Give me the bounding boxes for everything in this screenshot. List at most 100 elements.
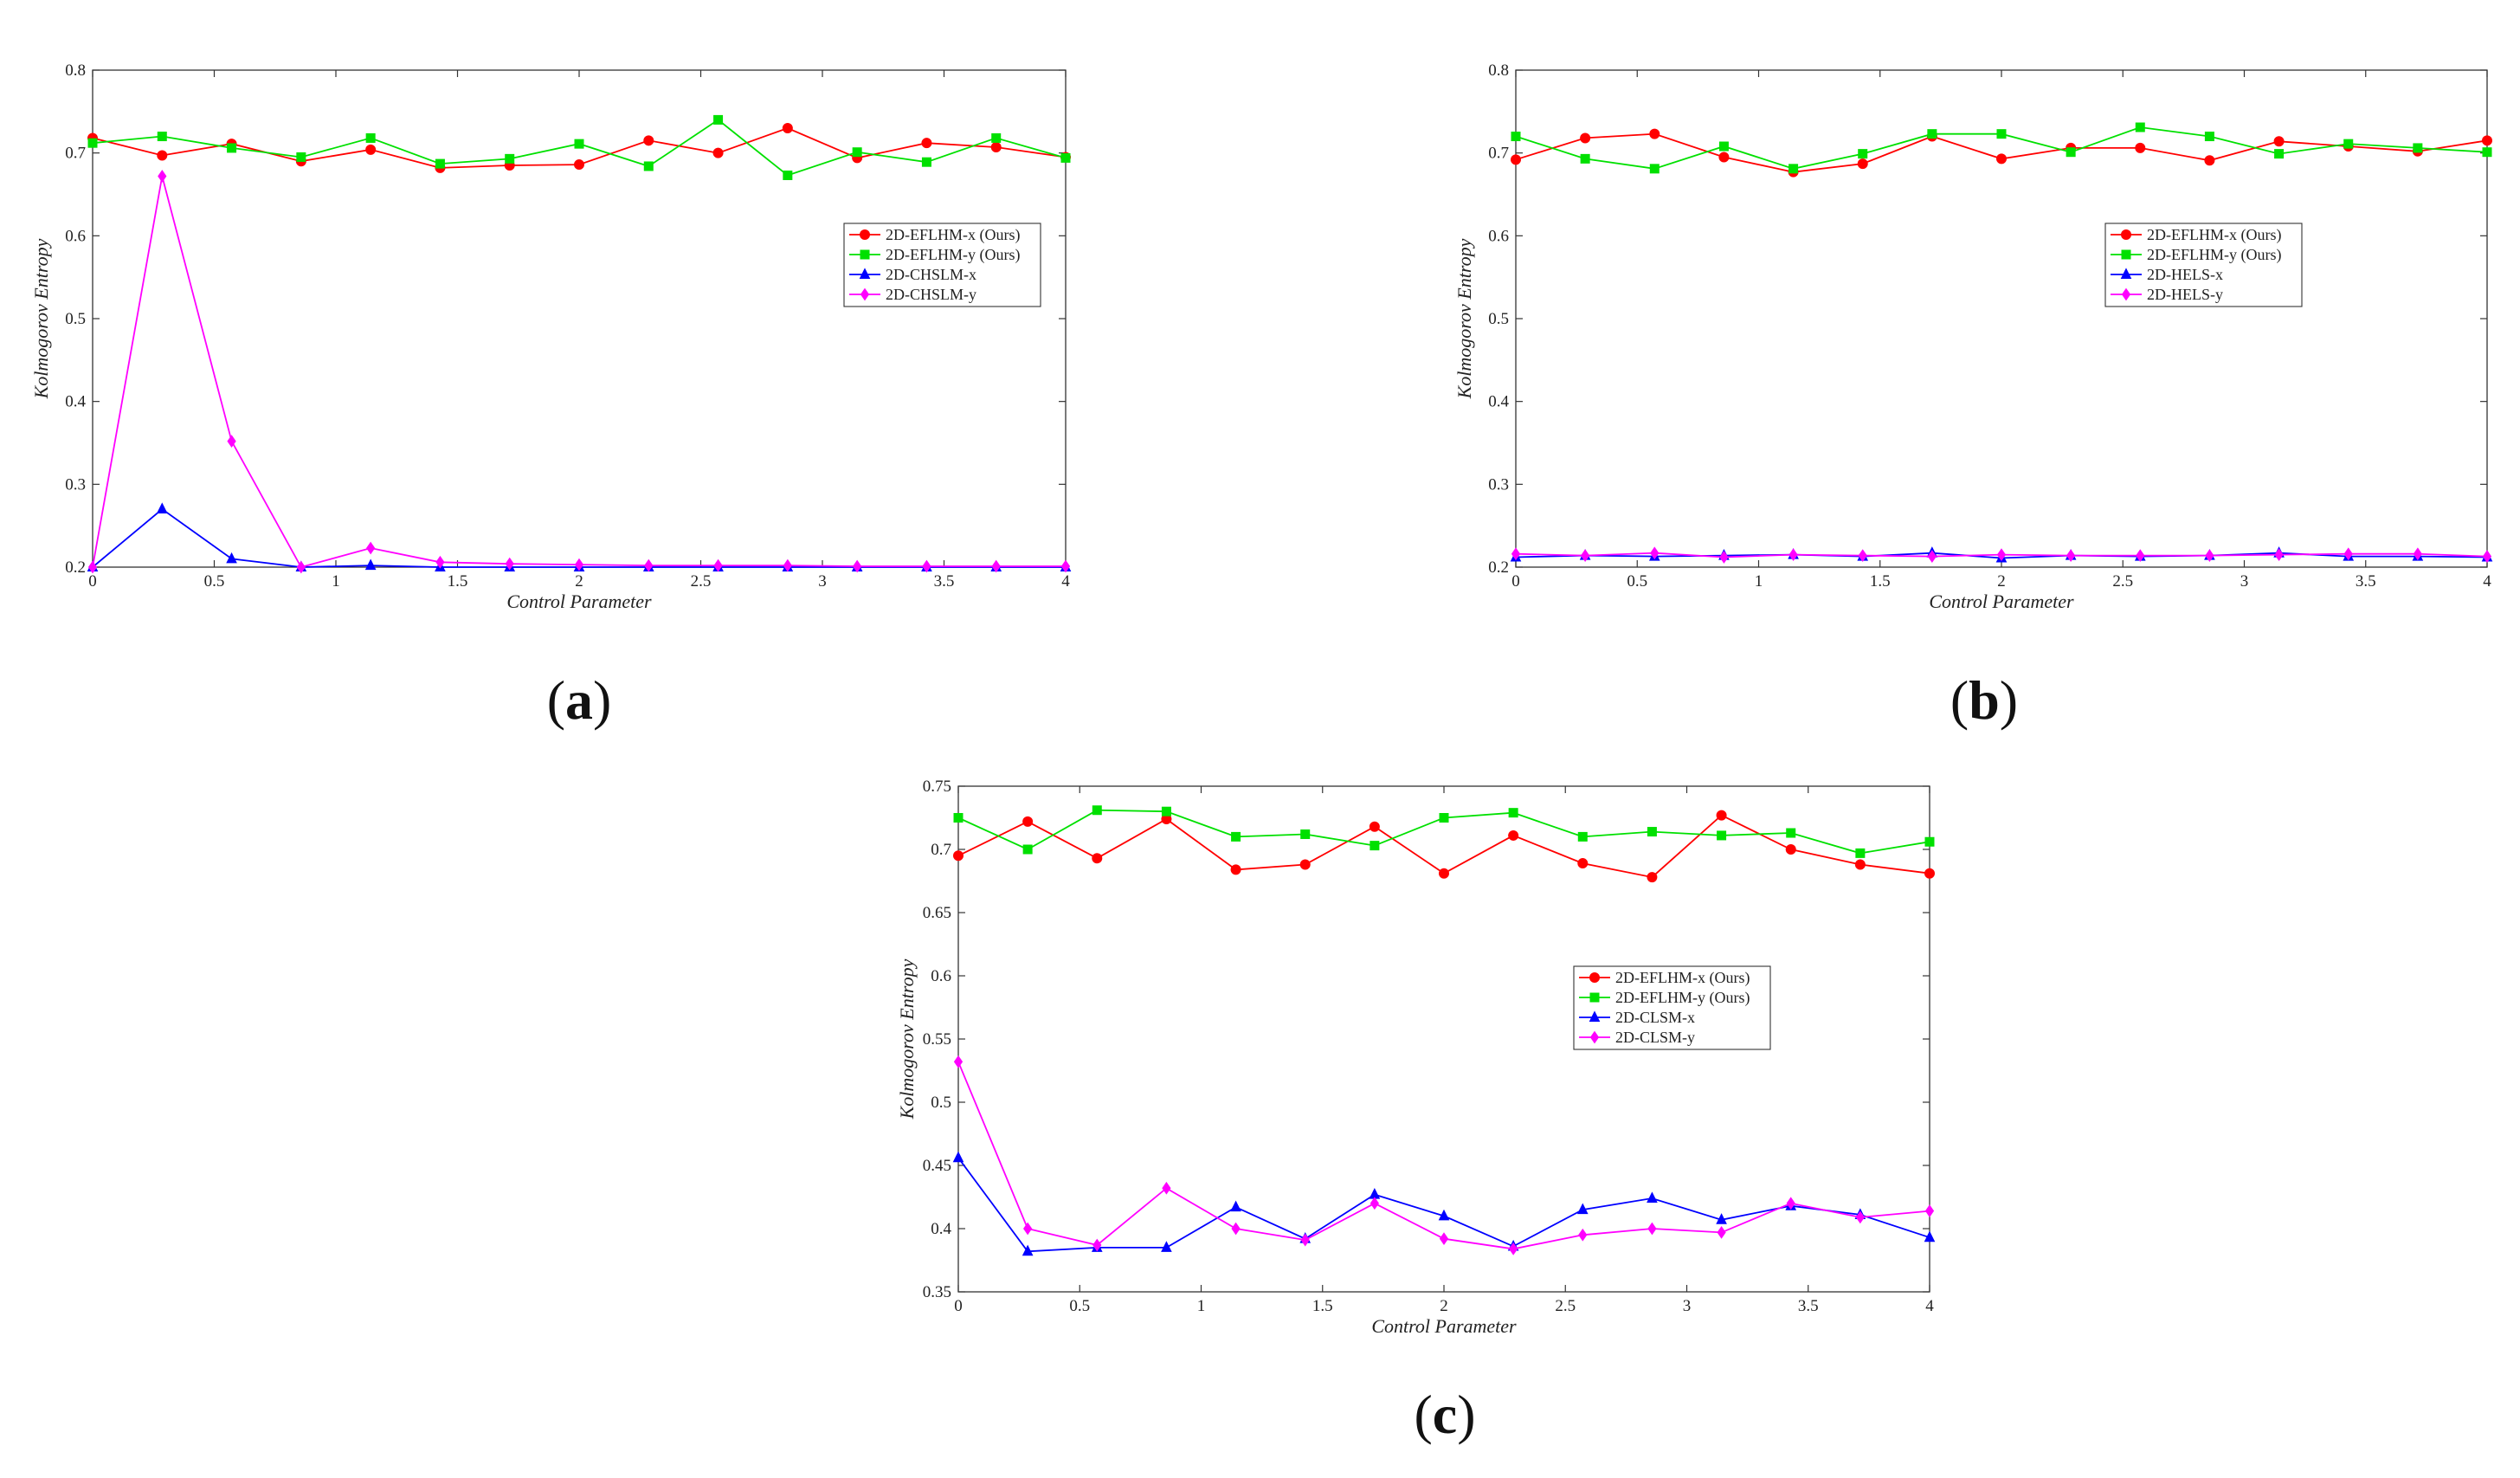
data-point xyxy=(712,147,724,158)
data-point xyxy=(1716,810,1727,821)
legend-label: 2D-CLSM-x xyxy=(1615,1009,1695,1026)
y-tick-label: 0.6 xyxy=(931,967,951,985)
x-tick-label: 4 xyxy=(1061,572,1070,591)
data-point xyxy=(1855,1210,1865,1224)
data-point xyxy=(1647,1191,1658,1203)
data-point xyxy=(574,558,584,571)
data-point xyxy=(643,161,654,171)
data-point xyxy=(1162,1181,1171,1195)
y-tick-label: 0.4 xyxy=(931,1220,951,1238)
data-point xyxy=(2343,547,2353,561)
data-point xyxy=(574,139,584,149)
data-point xyxy=(158,170,167,183)
y-tick-label: 0.4 xyxy=(1488,393,1509,411)
data-point xyxy=(574,159,584,171)
data-point xyxy=(2482,135,2492,146)
x-tick-label: 3 xyxy=(1683,1297,1692,1315)
y-axis-label: Kolmogorov Entropy xyxy=(896,958,918,1120)
data-point xyxy=(991,559,1001,573)
data-point xyxy=(1581,549,1590,562)
data-point xyxy=(1717,830,1727,841)
x-tick-label: 3.5 xyxy=(2356,572,2376,591)
data-point xyxy=(1230,864,1241,875)
x-tick-label: 0.5 xyxy=(1069,1297,1090,1315)
data-point xyxy=(921,157,931,167)
data-point xyxy=(1927,129,1937,139)
legend-label: 2D-EFLHM-y (Ours) xyxy=(886,246,1020,264)
data-point xyxy=(1370,841,1380,851)
y-tick-label: 0.5 xyxy=(1488,310,1509,328)
y-tick-label: 0.35 xyxy=(923,1283,951,1301)
data-point xyxy=(1092,1238,1102,1252)
data-point xyxy=(2273,136,2285,147)
data-point xyxy=(1511,132,1521,142)
legend-label: 2D-EFLHM-y (Ours) xyxy=(2147,246,2281,264)
x-axis-label: Control Parameter xyxy=(1371,1315,1517,1337)
data-point xyxy=(2482,147,2492,158)
data-point xyxy=(156,502,168,514)
x-tick-label: 0 xyxy=(88,572,97,591)
y-tick-label: 0.55 xyxy=(923,1030,951,1049)
legend-label: 2D-HELS-y xyxy=(2147,286,2223,303)
legend-box xyxy=(1573,965,1771,1050)
x-axis-label: Control Parameter xyxy=(1929,591,2074,612)
data-point xyxy=(713,558,723,572)
data-point xyxy=(1857,158,1868,170)
data-point xyxy=(1858,149,1868,159)
y-tick-label: 0.7 xyxy=(1488,145,1509,163)
data-point xyxy=(87,560,98,574)
data-point xyxy=(2413,547,2422,561)
x-tick-label: 4 xyxy=(2483,572,2491,591)
data-point xyxy=(1788,548,1798,562)
x-tick-label: 2.5 xyxy=(691,572,712,591)
data-point xyxy=(1300,829,1311,839)
data-point xyxy=(853,559,862,573)
data-point xyxy=(1718,141,1729,152)
legend-marker xyxy=(860,249,870,260)
data-point xyxy=(1716,1213,1727,1224)
data-point xyxy=(1161,806,1171,816)
data-point xyxy=(1580,132,1591,144)
data-point xyxy=(1438,1209,1450,1221)
x-tick-label: 2 xyxy=(1997,572,2006,591)
series-2d-hels-y xyxy=(1511,546,2492,564)
data-point xyxy=(1092,805,1102,816)
x-tick-label: 2.5 xyxy=(2112,572,2133,591)
x-tick-label: 1 xyxy=(1755,572,1763,591)
data-point xyxy=(783,558,792,572)
data-point xyxy=(157,150,168,161)
x-tick-label: 2 xyxy=(1440,1297,1448,1315)
data-point xyxy=(1509,1242,1518,1255)
data-point xyxy=(1230,1200,1241,1212)
x-tick-label: 3.5 xyxy=(934,572,955,591)
y-tick-label: 0.8 xyxy=(65,61,86,80)
data-point xyxy=(1927,550,1937,563)
data-point xyxy=(2135,122,2145,132)
data-point xyxy=(1508,808,1518,818)
x-tick-label: 4 xyxy=(1925,1297,1934,1315)
legend-marker xyxy=(860,229,870,240)
data-point xyxy=(1718,152,1730,163)
data-point xyxy=(1576,1203,1589,1215)
data-point xyxy=(1996,129,2007,139)
data-point xyxy=(953,850,964,862)
data-point xyxy=(2066,147,2076,158)
data-point xyxy=(1577,831,1588,842)
legend-marker xyxy=(2121,249,2131,260)
data-point xyxy=(1161,1241,1172,1252)
data-point xyxy=(2413,143,2423,153)
data-point xyxy=(1650,546,1660,560)
panel-caption: (b) xyxy=(1950,669,2018,731)
data-point xyxy=(366,541,376,555)
data-point xyxy=(953,813,964,823)
x-tick-label: 1 xyxy=(332,572,340,591)
data-point xyxy=(1649,128,1660,139)
data-point xyxy=(1647,1222,1657,1236)
legend: 2D-EFLHM-x (Ours) 2D-EFLHM-y (Ours) 2D-CLS… xyxy=(1573,965,1771,1050)
legend-label: 2D-HELS-x xyxy=(2147,266,2223,283)
data-point xyxy=(952,1151,964,1163)
y-tick-label: 0.65 xyxy=(923,904,951,922)
x-tick-label: 1.5 xyxy=(1870,572,1891,591)
y-tick-label: 0.5 xyxy=(65,310,86,328)
